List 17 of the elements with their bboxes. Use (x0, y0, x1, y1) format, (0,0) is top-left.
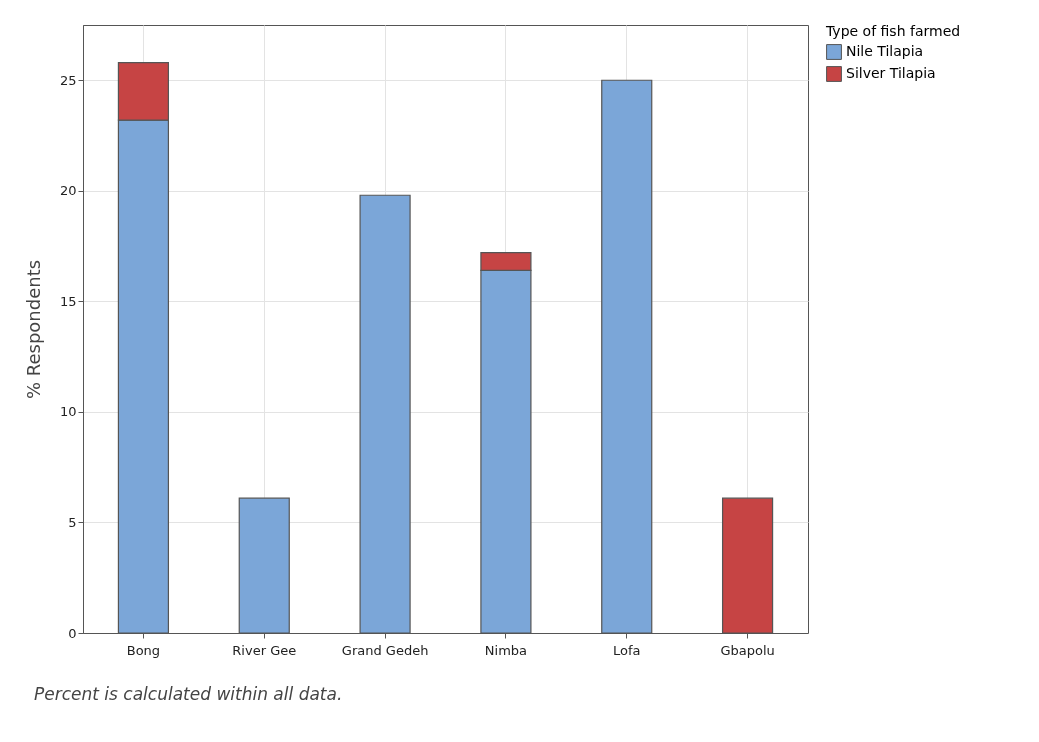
y-axis-title: % Respondents (22, 259, 44, 400)
x-tick-label: Bong (126, 642, 161, 658)
x-tick-label: Grand Gedeh (341, 642, 429, 658)
y-tick-label: 10 (59, 404, 77, 420)
y-tick-label: 0 (68, 625, 77, 641)
x-tick-label: Gbapolu (720, 642, 775, 658)
x-tick-label: Nimba (484, 642, 528, 658)
y-tick-label: 15 (59, 293, 77, 309)
legend-label: Nile Tilapia (846, 43, 924, 59)
legend-title: Type of fish farmed (825, 23, 961, 39)
y-tick-label: 25 (59, 72, 77, 88)
y-tick-label: 5 (68, 514, 77, 530)
legend-label: Silver Tilapia (846, 65, 936, 81)
y-tick-label: 20 (59, 183, 77, 199)
text: Percent is calculated within all data. (34, 684, 344, 704)
x-tick-label: River Gee (232, 642, 297, 658)
x-tick-label: Lofa (612, 642, 641, 658)
